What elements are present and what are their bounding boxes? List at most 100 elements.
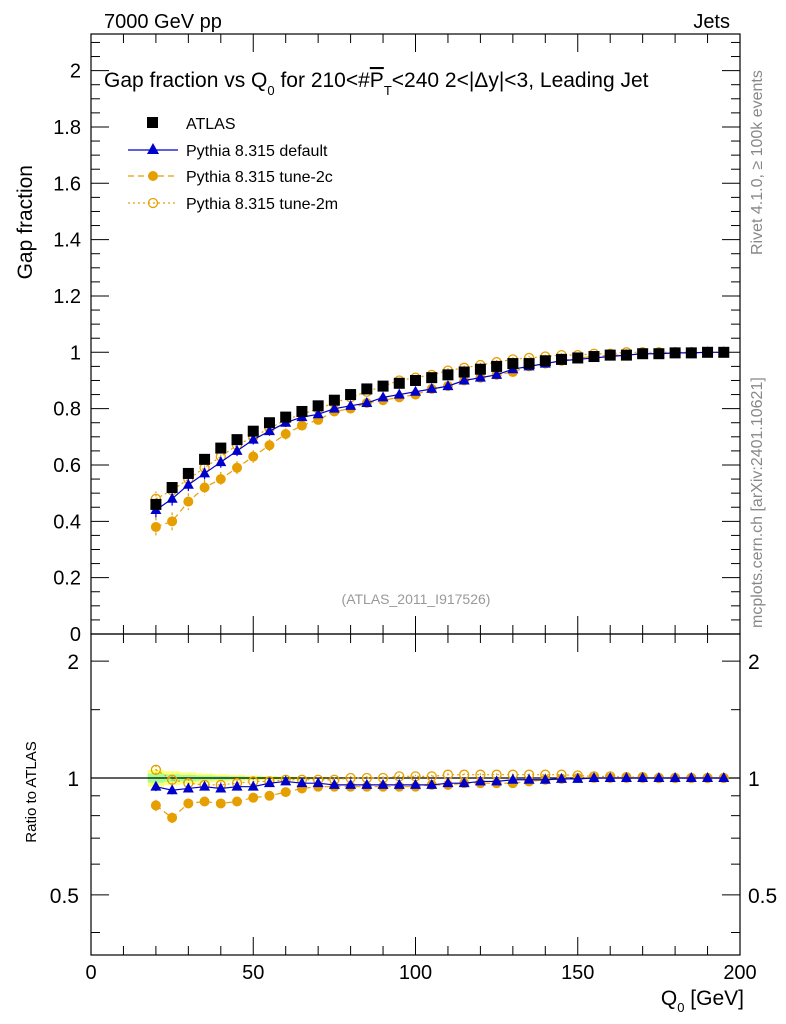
data-point-atlas bbox=[410, 374, 421, 386]
ratio-ylabel: Ratio to ATLAS bbox=[23, 741, 40, 842]
data-point-default bbox=[345, 399, 357, 410]
data-point-default bbox=[231, 444, 243, 455]
header-right: Jets bbox=[693, 11, 730, 33]
data-point-default bbox=[166, 784, 178, 795]
data-point-default bbox=[166, 492, 178, 503]
data-point-tune2c bbox=[248, 792, 259, 803]
main-y-tick-label: 2 bbox=[70, 61, 81, 83]
data-point-atlas bbox=[247, 425, 259, 437]
data-point-atlas bbox=[620, 349, 632, 361]
data-point-default bbox=[556, 772, 568, 783]
title-p-sub: T bbox=[384, 83, 392, 98]
data-point-atlas bbox=[572, 352, 584, 364]
data-point-default bbox=[263, 425, 275, 436]
main-y-tick-label: 0.6 bbox=[53, 455, 81, 477]
data-point-atlas bbox=[458, 366, 470, 378]
legend-label-tune2m: Pythia 8.315 tune-2m bbox=[186, 196, 338, 213]
data-point-default bbox=[523, 773, 535, 784]
main-y-tick-label: 1.6 bbox=[53, 173, 81, 195]
data-point-default bbox=[215, 782, 227, 793]
data-point-atlas bbox=[604, 349, 616, 361]
data-point-tune2c bbox=[280, 787, 291, 798]
data-point-tune2c bbox=[232, 462, 243, 473]
data-point-default bbox=[426, 778, 438, 789]
data-point-default bbox=[393, 778, 405, 789]
data-point-default bbox=[361, 778, 373, 789]
data-point-tune2c bbox=[264, 440, 275, 451]
data-point-tune2c bbox=[296, 420, 307, 431]
header-left: 7000 GeV pp bbox=[104, 11, 222, 33]
title-tail: <240 2<|Δy|<3, Leading Jet bbox=[392, 69, 649, 92]
data-point-tune2c bbox=[167, 516, 178, 527]
legend-marker-atlas bbox=[147, 117, 158, 128]
data-point-default bbox=[263, 777, 275, 788]
data-point-default bbox=[377, 391, 389, 402]
legend-marker-default bbox=[147, 143, 159, 154]
ratio-y-tick-label: 0.5 bbox=[50, 885, 79, 908]
data-point-atlas bbox=[491, 360, 503, 372]
data-point-atlas bbox=[637, 348, 649, 360]
title-p: P bbox=[370, 69, 384, 92]
data-point-atlas bbox=[361, 383, 373, 395]
data-point-default bbox=[150, 780, 162, 791]
ratio-plot-frame bbox=[90, 633, 741, 956]
data-point-atlas bbox=[215, 442, 227, 454]
data-point-tune2c bbox=[183, 798, 194, 809]
data-point-default bbox=[442, 380, 454, 391]
x-axis-label: Q0 [GeV] bbox=[661, 987, 744, 1015]
data-point-atlas bbox=[474, 363, 486, 375]
data-point-tune2c bbox=[264, 790, 275, 801]
x-tick-label: 100 bbox=[399, 962, 432, 984]
data-point-tune2c bbox=[150, 800, 161, 811]
series-line-default bbox=[155, 351, 724, 511]
data-point-default bbox=[215, 456, 227, 467]
data-point-default bbox=[458, 374, 470, 385]
data-point-default bbox=[474, 775, 486, 786]
data-point-default bbox=[296, 777, 308, 788]
data-point-default bbox=[637, 772, 649, 783]
legend-marker-tune2c bbox=[148, 171, 158, 181]
data-point-atlas bbox=[426, 372, 438, 384]
data-point-default bbox=[328, 778, 340, 789]
data-point-default bbox=[604, 772, 616, 783]
rivet-label: Rivet 4.1.0, ≥ 100k events bbox=[749, 70, 766, 255]
data-point-tune2c bbox=[167, 812, 178, 823]
data-point-default bbox=[718, 772, 730, 783]
series-atlas bbox=[150, 346, 730, 510]
data-point-atlas bbox=[199, 453, 211, 465]
data-point-default bbox=[328, 402, 340, 413]
data-point-default bbox=[377, 778, 389, 789]
data-point-tune2c bbox=[280, 429, 291, 439]
series-pythia-8-315-default bbox=[150, 346, 730, 518]
data-point-atlas bbox=[507, 358, 519, 370]
title-main: Gap fraction vs Q bbox=[104, 69, 267, 92]
legend-label-default: Pythia 8.315 default bbox=[186, 143, 328, 160]
analysis-label: (ATLAS_2011_I917526) bbox=[342, 591, 491, 607]
data-point-tune2c bbox=[199, 796, 210, 807]
data-point-default bbox=[247, 780, 259, 791]
data-point-default bbox=[410, 778, 421, 789]
data-point-atlas bbox=[166, 482, 178, 494]
title-rest: for 210<# bbox=[275, 69, 370, 92]
main-y-tick-label: 1.8 bbox=[53, 117, 81, 139]
data-point-default bbox=[393, 388, 405, 399]
series-line-tune2m bbox=[155, 351, 724, 500]
data-point-atlas bbox=[328, 394, 340, 406]
legend-marker-tune2m bbox=[147, 197, 159, 209]
data-point-atlas bbox=[523, 358, 535, 370]
data-point-tune2c bbox=[183, 496, 194, 507]
data-point-default bbox=[312, 777, 324, 788]
chart-title: Gap fraction vs Q0 for 210<#PT<240 2<|Δy… bbox=[104, 69, 649, 98]
data-point-default bbox=[458, 777, 470, 788]
data-point-atlas bbox=[669, 347, 681, 359]
legend-label-atlas: ATLAS bbox=[186, 116, 236, 133]
data-point-tune2c bbox=[150, 521, 161, 532]
main-data-marks bbox=[150, 346, 730, 537]
data-point-atlas bbox=[442, 369, 454, 381]
data-point-tune2m bbox=[166, 774, 178, 785]
data-point-atlas bbox=[393, 377, 405, 389]
data-point-default bbox=[442, 777, 454, 788]
data-point-tune2c bbox=[232, 796, 243, 807]
data-point-default bbox=[280, 775, 292, 786]
